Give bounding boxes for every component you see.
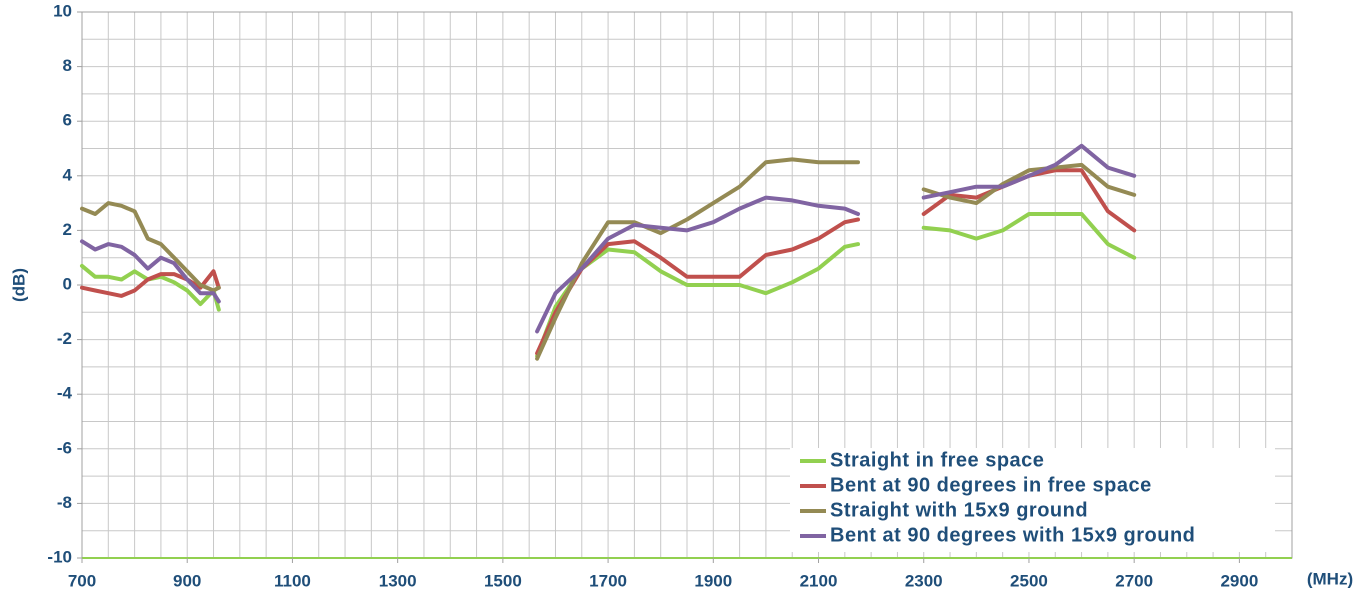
- y-tick-label: 4: [63, 165, 73, 184]
- x-tick-label: 1500: [484, 571, 522, 590]
- legend-label: Bent at 90 degrees in free space: [830, 474, 1152, 496]
- series-line: [80, 143, 1137, 334]
- x-tick-label: 2300: [905, 571, 943, 590]
- y-axis-label: (dB): [9, 268, 28, 302]
- y-tick-label: 10: [53, 1, 72, 20]
- x-tick-label: 2900: [1220, 571, 1258, 590]
- x-tick-label: 2500: [1010, 571, 1048, 590]
- y-tick-label: -10: [47, 547, 72, 566]
- y-tick-label: 2: [63, 220, 72, 239]
- y-tick-label: -4: [57, 384, 73, 403]
- x-tick-label: 1700: [589, 571, 627, 590]
- x-tick-label: 900: [173, 571, 201, 590]
- x-tick-label: 1100: [274, 571, 311, 590]
- y-tick-label: -2: [57, 329, 72, 348]
- x-tick-label: 2700: [1115, 571, 1153, 590]
- x-axis-label: (MHz): [1307, 569, 1353, 588]
- y-tick-label: 6: [63, 111, 72, 130]
- y-tick-label: 8: [63, 56, 72, 75]
- series-line: [80, 157, 1137, 361]
- y-tick-label: -6: [57, 438, 72, 457]
- x-tick-label: 2100: [800, 571, 838, 590]
- x-tick-label: 1900: [694, 571, 732, 590]
- y-tick-label: -8: [57, 493, 72, 512]
- y-tick-label: 0: [63, 274, 72, 293]
- legend-label: Bent at 90 degrees with 15x9 ground: [830, 524, 1195, 546]
- x-tick-label: 1300: [379, 571, 417, 590]
- legend-label: Straight with 15x9 ground: [830, 499, 1088, 521]
- legend-box: [790, 448, 1275, 552]
- x-tick-label: 700: [68, 571, 96, 590]
- legend: Straight in free space Bent at 90 degrees…: [790, 448, 1275, 552]
- legend-label: Straight in free space: [830, 449, 1044, 471]
